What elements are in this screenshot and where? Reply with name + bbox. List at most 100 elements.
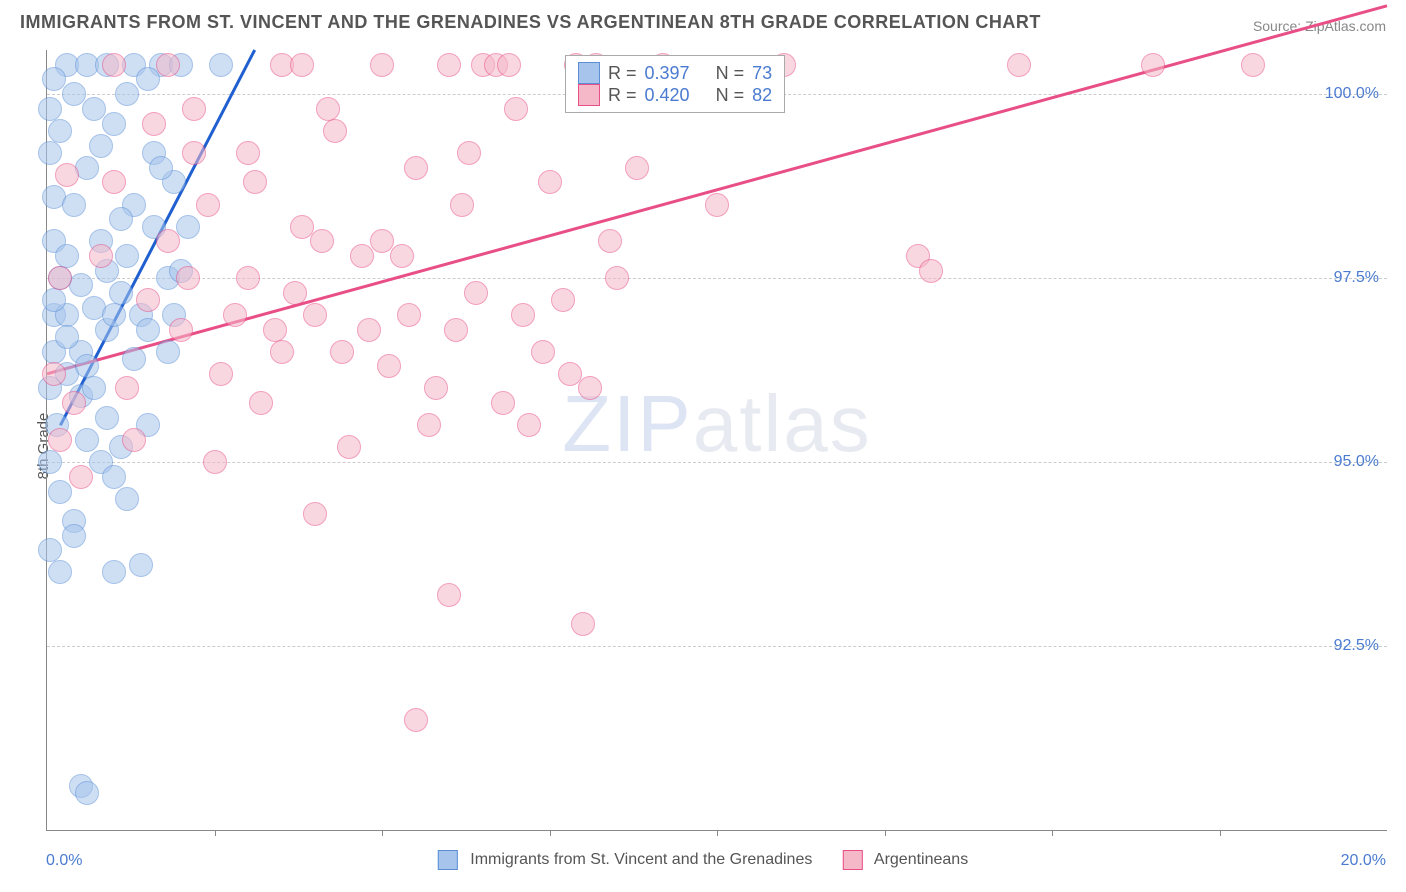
data-point xyxy=(169,318,193,342)
data-point xyxy=(82,376,106,400)
data-point xyxy=(129,553,153,577)
data-point xyxy=(236,266,260,290)
x-tick-mark xyxy=(885,830,886,836)
data-point xyxy=(38,97,62,121)
data-point xyxy=(283,281,307,305)
source-label: Source: ZipAtlas.com xyxy=(1253,18,1386,34)
data-point xyxy=(310,229,334,253)
data-point xyxy=(42,288,66,312)
data-point xyxy=(149,156,173,180)
data-point xyxy=(102,170,126,194)
data-point xyxy=(136,288,160,312)
data-point xyxy=(303,502,327,526)
data-point xyxy=(62,391,86,415)
data-point xyxy=(48,428,72,452)
data-point xyxy=(249,391,273,415)
data-point xyxy=(404,708,428,732)
data-point xyxy=(38,141,62,165)
x-tick-min: 0.0% xyxy=(46,852,82,870)
data-point xyxy=(370,53,394,77)
data-point xyxy=(109,281,133,305)
data-point xyxy=(136,67,160,91)
data-point xyxy=(397,303,421,327)
data-point xyxy=(1241,53,1265,77)
data-point xyxy=(55,325,79,349)
data-point xyxy=(531,340,555,364)
data-point xyxy=(89,134,113,158)
data-point xyxy=(38,538,62,562)
data-point xyxy=(102,53,126,77)
data-point xyxy=(156,340,180,364)
data-point xyxy=(223,303,247,327)
data-point xyxy=(102,303,126,327)
data-point xyxy=(89,244,113,268)
data-point xyxy=(75,354,99,378)
data-point xyxy=(196,193,220,217)
x-tick-mark xyxy=(1052,830,1053,836)
x-tick-mark xyxy=(717,830,718,836)
legend-row-arg: R = 0.420 N = 82 xyxy=(578,84,772,106)
data-point xyxy=(115,487,139,511)
data-point xyxy=(323,119,347,143)
data-point xyxy=(357,318,381,342)
data-point xyxy=(578,376,602,400)
data-point xyxy=(705,193,729,217)
data-point xyxy=(290,53,314,77)
data-point xyxy=(38,450,62,474)
data-point xyxy=(48,266,72,290)
data-point xyxy=(270,340,294,364)
data-point xyxy=(75,781,99,805)
data-point xyxy=(62,524,86,548)
data-point xyxy=(551,288,575,312)
data-point xyxy=(48,480,72,504)
data-point xyxy=(115,244,139,268)
data-point xyxy=(350,244,374,268)
data-point xyxy=(115,376,139,400)
data-point xyxy=(55,244,79,268)
x-tick-mark xyxy=(1220,830,1221,836)
data-point xyxy=(176,215,200,239)
data-point xyxy=(1007,53,1031,77)
data-point xyxy=(209,53,233,77)
data-point xyxy=(122,347,146,371)
x-tick-max: 20.0% xyxy=(1341,852,1386,870)
data-point xyxy=(1141,53,1165,77)
legend-bottom: Immigrants from St. Vincent and the Gren… xyxy=(438,850,968,870)
data-point xyxy=(450,193,474,217)
data-point xyxy=(377,354,401,378)
data-point xyxy=(330,340,354,364)
data-point xyxy=(605,266,629,290)
trendlines-layer xyxy=(47,50,1387,830)
data-point xyxy=(82,97,106,121)
data-point xyxy=(142,112,166,136)
data-point xyxy=(176,266,200,290)
data-point xyxy=(491,391,515,415)
chart-title: IMMIGRANTS FROM ST. VINCENT AND THE GREN… xyxy=(20,12,1041,33)
legend-swatch-arg xyxy=(842,850,862,870)
data-point xyxy=(75,428,99,452)
data-point xyxy=(156,229,180,253)
data-point xyxy=(517,413,541,437)
data-point xyxy=(457,141,481,165)
data-point xyxy=(156,53,180,77)
data-point xyxy=(182,97,206,121)
legend-swatch-icon xyxy=(578,62,600,84)
data-point xyxy=(102,112,126,136)
chart-container: IMMIGRANTS FROM ST. VINCENT AND THE GREN… xyxy=(0,0,1406,892)
data-point xyxy=(404,156,428,180)
data-point xyxy=(417,413,441,437)
data-point xyxy=(203,450,227,474)
data-point xyxy=(55,163,79,187)
data-point xyxy=(62,193,86,217)
x-tick-mark xyxy=(550,830,551,836)
data-point xyxy=(102,465,126,489)
data-point xyxy=(109,207,133,231)
data-point xyxy=(919,259,943,283)
data-point xyxy=(102,560,126,584)
data-point xyxy=(316,97,340,121)
data-point xyxy=(337,435,361,459)
data-point xyxy=(598,229,622,253)
legend-item-svg: Immigrants from St. Vincent and the Gren… xyxy=(438,850,813,870)
data-point xyxy=(511,303,535,327)
data-point xyxy=(303,303,327,327)
